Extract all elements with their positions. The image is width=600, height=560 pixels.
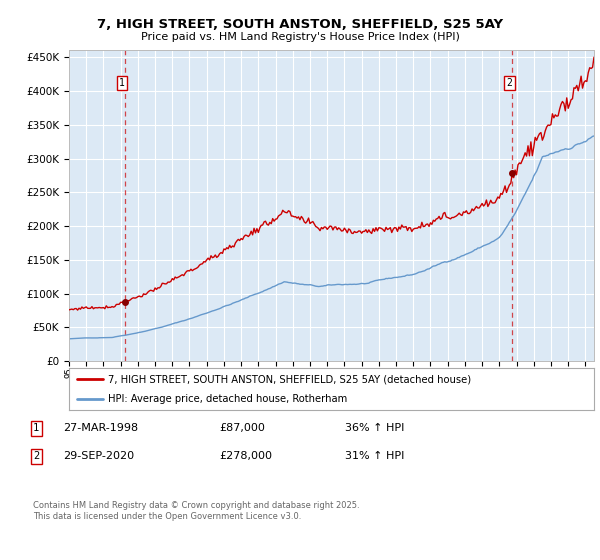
- Text: Contains HM Land Registry data © Crown copyright and database right 2025.
This d: Contains HM Land Registry data © Crown c…: [33, 501, 359, 521]
- Text: 2: 2: [33, 451, 39, 461]
- Text: £278,000: £278,000: [219, 451, 272, 461]
- Text: 27-MAR-1998: 27-MAR-1998: [63, 423, 138, 433]
- Text: Price paid vs. HM Land Registry's House Price Index (HPI): Price paid vs. HM Land Registry's House …: [140, 32, 460, 42]
- Text: 2: 2: [507, 78, 512, 88]
- Text: 29-SEP-2020: 29-SEP-2020: [63, 451, 134, 461]
- Text: 36% ↑ HPI: 36% ↑ HPI: [345, 423, 404, 433]
- Text: HPI: Average price, detached house, Rotherham: HPI: Average price, detached house, Roth…: [109, 394, 347, 404]
- Text: 7, HIGH STREET, SOUTH ANSTON, SHEFFIELD, S25 5AY: 7, HIGH STREET, SOUTH ANSTON, SHEFFIELD,…: [97, 18, 503, 31]
- Text: 7, HIGH STREET, SOUTH ANSTON, SHEFFIELD, S25 5AY (detached house): 7, HIGH STREET, SOUTH ANSTON, SHEFFIELD,…: [109, 374, 472, 384]
- Text: 1: 1: [119, 78, 125, 88]
- Text: 1: 1: [33, 423, 39, 433]
- Text: £87,000: £87,000: [219, 423, 265, 433]
- Text: 31% ↑ HPI: 31% ↑ HPI: [345, 451, 404, 461]
